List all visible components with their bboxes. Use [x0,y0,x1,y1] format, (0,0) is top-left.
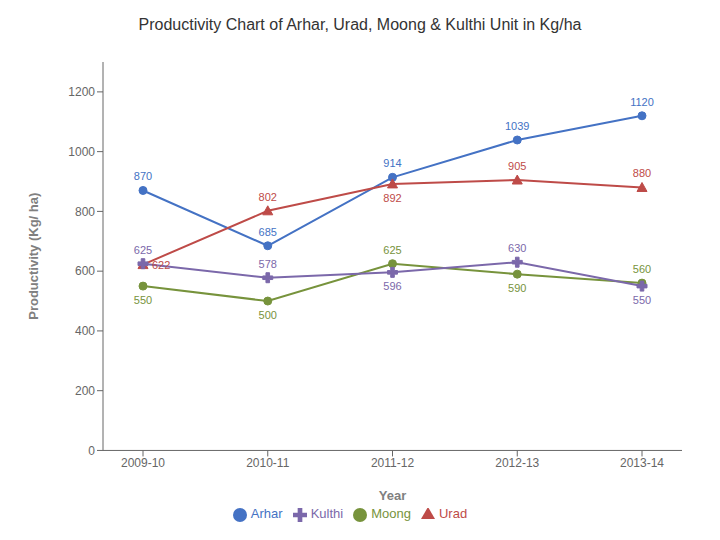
svg-text:802: 802 [259,191,277,203]
svg-text:800: 800 [75,205,95,219]
svg-text:880: 880 [633,167,651,179]
html-text:Kulthi: Kulthi [310,506,344,522]
svg-text:1200: 1200 [68,85,95,99]
svg-text:500: 500 [259,309,277,321]
svg-text:2009-10: 2009-10 [121,456,165,470]
svg-text:600: 600 [75,264,95,278]
svg-text:1120: 1120 [630,96,654,108]
svg-text:0: 0 [88,444,95,458]
svg-text:1039: 1039 [505,120,529,132]
svg-text:622: 622 [152,259,170,271]
svg-text:905: 905 [508,160,526,172]
svg-text:550: 550 [633,294,651,306]
html-text:Productivity Chart of Arhar, U: Productivity Chart of Arhar, Urad, Moong… [138,16,582,33]
svg-text:914: 914 [383,157,401,169]
svg-text:892: 892 [383,192,401,204]
html-text:Arhar: Arhar [250,506,283,522]
svg-text:Productivity (Kg/ ha): Productivity (Kg/ ha) [26,193,41,320]
svg-text:200: 200 [75,384,95,398]
svg-text:400: 400 [75,324,95,338]
svg-text:596: 596 [383,280,401,292]
svg-text:Year: Year [379,488,406,503]
svg-text:550: 550 [134,294,152,306]
svg-text:625: 625 [383,244,401,256]
html-text:Moong: Moong [371,506,411,522]
svg-text:1000: 1000 [68,145,95,159]
svg-text:578: 578 [259,258,277,270]
svg-text:2012-13: 2012-13 [495,456,539,470]
svg-text:2011-12: 2011-12 [371,456,414,470]
svg-text:625: 625 [134,244,152,256]
svg-text:560: 560 [633,263,651,275]
svg-text:870: 870 [134,170,152,182]
svg-text:685: 685 [259,226,277,238]
svg-text:630: 630 [508,242,526,254]
svg-text:2010-11: 2010-11 [246,456,289,470]
svg-text:590: 590 [508,282,526,294]
html-text:Urad: Urad [438,506,468,522]
svg-text:2013-14: 2013-14 [620,456,664,470]
